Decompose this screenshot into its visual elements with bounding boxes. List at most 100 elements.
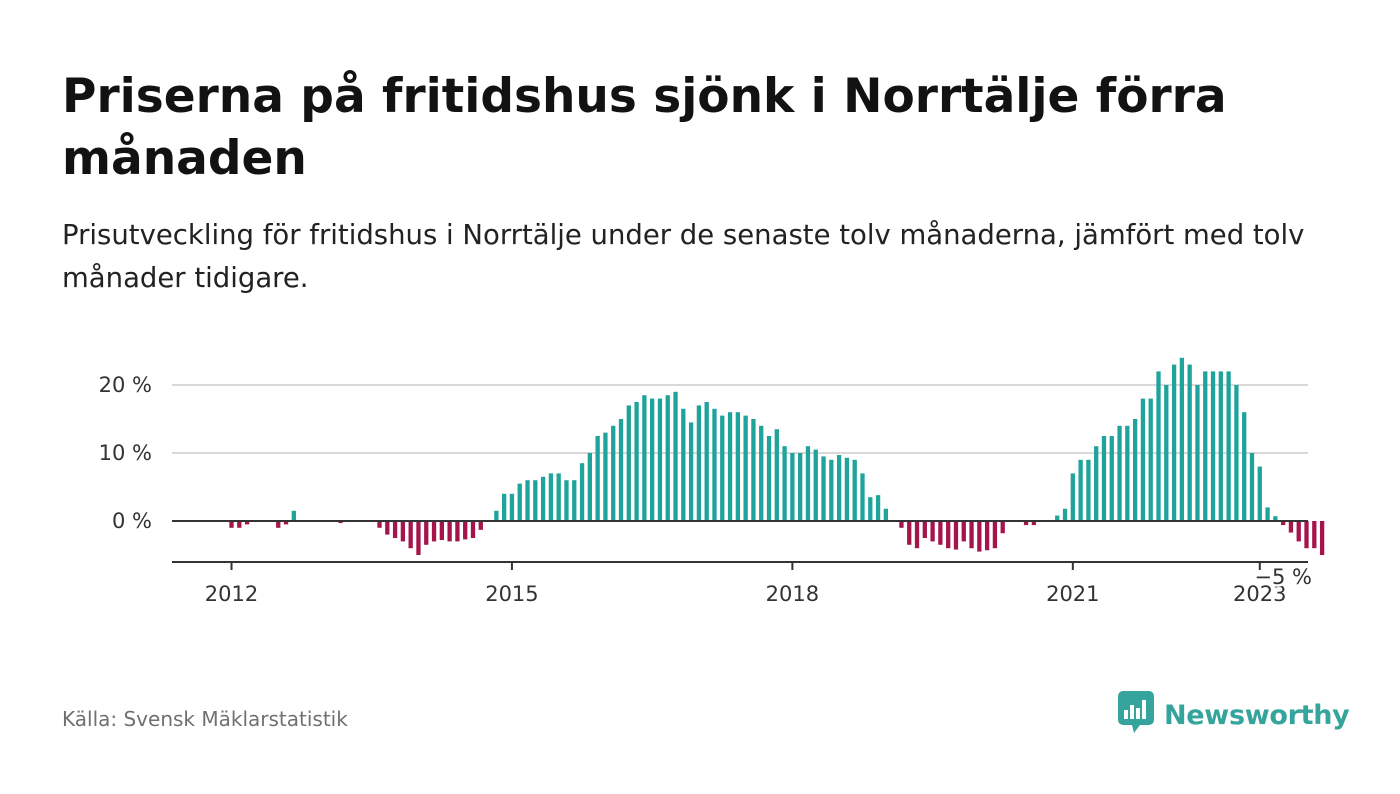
newsworthy-logo-icon — [1118, 691, 1154, 739]
bar — [463, 521, 468, 540]
bar — [642, 395, 647, 521]
bar — [743, 415, 748, 521]
bar — [291, 510, 296, 521]
bar — [587, 453, 592, 521]
bar — [626, 405, 631, 521]
bar — [790, 453, 795, 521]
bar — [548, 473, 554, 521]
bar — [969, 521, 974, 549]
bar — [766, 436, 772, 521]
bar — [1257, 466, 1262, 521]
bar — [805, 446, 811, 521]
bar — [868, 497, 873, 521]
y-tick-label: 20 % — [99, 373, 152, 397]
x-tick-label: 2018 — [766, 582, 819, 606]
bar — [821, 456, 826, 521]
bar — [875, 495, 881, 521]
newsworthy-logo[interactable]: Newsworthy — [1118, 691, 1350, 739]
bar — [727, 412, 733, 521]
bar — [751, 419, 756, 521]
newsworthy-logo-text: Newsworthy — [1164, 699, 1350, 731]
bar — [946, 521, 951, 549]
bar — [229, 521, 234, 528]
bar — [1101, 436, 1107, 521]
x-axis-labels: 2012 2015 2018 2021 2023 — [205, 562, 1287, 606]
bar — [579, 463, 585, 521]
bar — [1265, 507, 1270, 521]
bar — [533, 480, 538, 521]
bar — [416, 521, 421, 555]
bar — [798, 453, 803, 521]
bar — [618, 419, 624, 521]
bar — [836, 455, 842, 521]
bar — [1148, 398, 1153, 521]
bar — [1195, 385, 1200, 521]
bar — [774, 429, 779, 521]
bar — [899, 521, 904, 528]
bar — [829, 459, 834, 521]
bar — [1203, 371, 1208, 521]
bar — [1296, 521, 1301, 542]
bar — [712, 408, 717, 521]
bar — [930, 521, 935, 542]
bar — [1179, 357, 1185, 521]
bar — [556, 473, 561, 521]
bar — [1273, 516, 1278, 521]
bar — [439, 521, 444, 541]
bar — [657, 398, 663, 521]
bar — [1281, 521, 1286, 526]
bar — [237, 521, 242, 528]
bar — [338, 521, 343, 524]
chart-title: Priserna på fritidshus sjönk i Norrtälje… — [62, 69, 1227, 186]
source-note: Källa: Svensk Mäklarstatistik — [62, 707, 348, 731]
bar — [782, 446, 787, 521]
bar — [1210, 371, 1216, 521]
bar — [883, 508, 889, 521]
bar — [860, 473, 865, 521]
bar — [595, 436, 600, 521]
bar — [385, 521, 390, 535]
bar — [611, 425, 616, 521]
bar — [1187, 364, 1192, 521]
bar — [1125, 425, 1130, 521]
bar — [1070, 473, 1075, 521]
bar — [704, 402, 709, 521]
bar — [1288, 521, 1294, 533]
chart-subtitle: Prisutveckling för fritidshus i Norrtälj… — [62, 219, 1305, 294]
bar — [392, 521, 398, 538]
x-tick-label: 2023 — [1233, 582, 1286, 606]
bar — [1078, 459, 1083, 521]
x-tick-label: 2012 — [205, 582, 258, 606]
bar — [938, 521, 943, 545]
bar — [634, 402, 639, 521]
annotation-label: −5 % — [1254, 565, 1312, 589]
x-tick-label: 2015 — [485, 582, 538, 606]
bar — [1319, 521, 1325, 555]
bar — [1062, 508, 1068, 521]
bar — [907, 521, 912, 545]
bar — [244, 521, 250, 525]
y-tick-label: 10 % — [99, 441, 152, 465]
bar — [1094, 446, 1099, 521]
bar — [1171, 364, 1177, 521]
bar — [914, 521, 920, 549]
annotations: −5 % — [1252, 563, 1315, 592]
bar — [1304, 521, 1309, 549]
bar — [494, 510, 499, 521]
bar — [408, 521, 413, 549]
bar — [509, 493, 515, 521]
bar — [1218, 371, 1223, 521]
bar — [455, 521, 460, 542]
bar — [1109, 436, 1114, 521]
bar — [1242, 412, 1247, 521]
bar — [502, 493, 507, 521]
bar — [478, 521, 483, 530]
bar — [1156, 371, 1161, 521]
bar — [1055, 515, 1060, 521]
bar — [276, 521, 281, 528]
bar — [688, 422, 694, 521]
bar — [984, 521, 990, 551]
bars — [229, 357, 1325, 555]
y-tick-label: 0 % — [112, 509, 152, 533]
bar — [665, 395, 670, 521]
